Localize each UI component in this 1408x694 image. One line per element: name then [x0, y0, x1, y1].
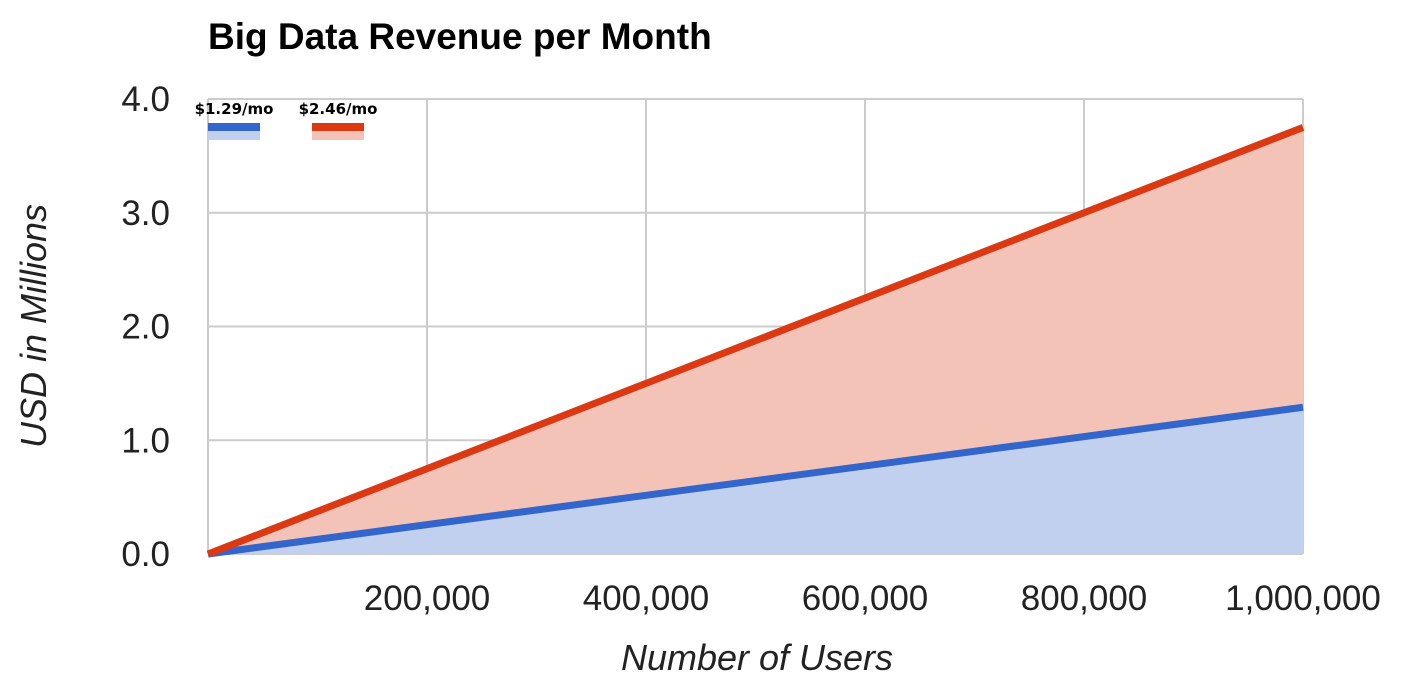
x-tick-label: 800,000	[1021, 579, 1148, 618]
x-tick-label: 1,000,000	[1225, 579, 1381, 618]
y-tick-label: 2.0	[121, 308, 170, 347]
legend[interactable]: $1.29/mo $2.46/mo	[195, 100, 378, 140]
y-tick-label: 1.0	[121, 421, 170, 460]
legend-area-swatch	[208, 131, 260, 140]
series-line-1	[206, 124, 1305, 558]
x-axis-label: Number of Users	[621, 637, 893, 678]
legend-line-swatch	[208, 123, 260, 131]
x-tick-label: 400,000	[583, 579, 710, 618]
legend-area-swatch	[312, 131, 364, 140]
y-tick-label: 3.0	[121, 194, 170, 233]
series-line-0	[207, 403, 1304, 558]
y-tick-label: 4.0	[121, 80, 170, 119]
y-axis-ticks: 0.0 1.0 2.0 3.0 4.0	[121, 80, 170, 574]
legend-item-0[interactable]: $1.29/mo	[195, 100, 274, 140]
y-axis-label: USD in Millions	[13, 204, 54, 448]
y-tick-label: 0.0	[121, 535, 170, 574]
legend-line-swatch	[312, 123, 364, 131]
legend-item-1[interactable]: $2.46/mo	[299, 100, 378, 140]
x-tick-label: 200,000	[364, 579, 491, 618]
legend-label: $2.46/mo	[299, 100, 378, 118]
x-axis-ticks: 200,000 400,000 600,000 800,000 1,000,000	[364, 579, 1381, 618]
chart-title: Big Data Revenue per Month	[208, 16, 712, 57]
x-tick-label: 600,000	[802, 579, 929, 618]
series-lines	[206, 124, 1305, 558]
legend-label: $1.29/mo	[195, 100, 274, 118]
